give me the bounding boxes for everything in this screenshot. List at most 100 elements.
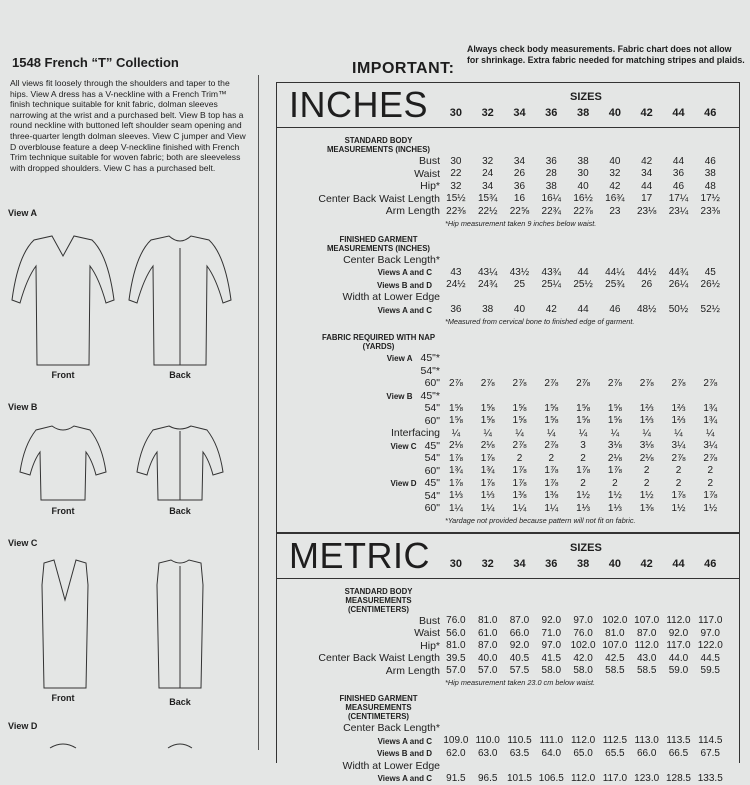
- row-label-cell: 54": [277, 490, 440, 502]
- cell-value: 44: [641, 180, 653, 192]
- cell-value: 87.0: [477, 640, 498, 652]
- cell-value: 1⅞: [703, 490, 718, 502]
- cell-value: 112.0: [634, 640, 659, 652]
- row-label: Hip*: [420, 639, 440, 652]
- cell-value: 110.0: [475, 735, 500, 747]
- view-name: View D: [390, 479, 417, 489]
- cell-value: 2⅞: [544, 440, 559, 452]
- table-row: 60" 2⅞ 2⅞ 2⅞ 2⅞ 2⅞ 2⅞ 2⅞ 2⅞ 2⅞: [277, 377, 739, 390]
- table-row: Center Back Waist Length 15½ 15¾ 16 16¼ 16½ 16…: [277, 193, 739, 206]
- cell-value: 46: [609, 304, 621, 316]
- row-label-cell: Interfacing: [277, 427, 440, 439]
- cell-value: 112.0: [666, 615, 691, 627]
- view-name: Views A and C: [377, 736, 432, 746]
- cell-value: 1⅞: [512, 465, 527, 477]
- cell-value: 43.0: [636, 652, 657, 664]
- cell-value: 123.0: [634, 772, 660, 784]
- size: 34: [513, 557, 526, 570]
- cell-value: 1¼: [512, 502, 527, 514]
- cell-value: 46: [672, 180, 685, 192]
- cell-value: 2⅞: [703, 377, 718, 389]
- cell-value: 2: [643, 465, 650, 477]
- chart-box: INCHES SIZES 30 32 34 36 38 40 42 44 46 STANDARD BO…: [276, 82, 740, 784]
- cell-value: 97.0: [700, 627, 720, 639]
- cell-value: 57.0: [477, 665, 498, 677]
- row-label-cell: Hip*: [277, 640, 440, 652]
- cell-value: 87.0: [636, 627, 657, 639]
- page: 1548 French “T” Collection All views fit…: [8, 44, 745, 784]
- table-row: 54" 1⅓ 1⅓ 1⅜ 1⅜ 1½ 1½ 1½ 1⅞ 1⅞: [277, 490, 739, 503]
- unit-heading: INCHES: [289, 84, 429, 125]
- cell-value: 36: [450, 304, 462, 316]
- row-label-cell: Views A and C: [277, 266, 440, 278]
- cell-value: 107.0: [602, 640, 628, 652]
- table-row: Interfacing ¼ ¼ ¼ ¼ ¼ ¼ ¼ ¼ ¼: [277, 427, 739, 440]
- cell-value: 40: [513, 304, 526, 316]
- row-label-cell: Center Back Waist Length: [277, 193, 440, 205]
- table-row: 60" 1¾ 1¾ 1⅞ 1⅞ 1⅞ 1⅞ 2 2 2: [277, 465, 739, 478]
- cell-value: 1¾: [703, 415, 718, 427]
- sizes-row: 30 32 34 36 38 40 42 44 46: [277, 107, 726, 120]
- cell-value: 1¼: [448, 502, 463, 514]
- cell-value: 48½: [636, 304, 657, 316]
- table-row: Hip* 32 34 36 38 40 42 44 46 48: [277, 180, 739, 193]
- cell-value: 34: [482, 180, 494, 192]
- cell-value: 111.0: [539, 735, 564, 747]
- row-label: 45": [424, 439, 440, 452]
- cell-value: 50½: [668, 304, 689, 316]
- cell-value: 1⅔: [671, 402, 686, 414]
- cell-value: 23⅛: [636, 205, 657, 217]
- view-caption: Front: [51, 693, 75, 703]
- view-caption: Front: [51, 506, 75, 516]
- cell-value: ¼: [547, 427, 556, 439]
- view-name: View A: [386, 354, 413, 364]
- cell-value: 2: [643, 477, 650, 489]
- cell-value: 2⅞: [512, 377, 527, 389]
- table-row: Bust 76.0 81.0 87.0 92.0 97.0 102.0 107.0 112.0 1…: [277, 615, 739, 628]
- cell-value: 40: [577, 180, 589, 192]
- cell-value: 81.0: [446, 640, 466, 652]
- cell-value: 1⅓: [576, 502, 591, 514]
- cell-value: 44: [577, 266, 589, 278]
- cell-value: 2: [675, 465, 682, 477]
- table-row: Views A and C 36 38 40 42 44 46 48½ 50½ 52½: [277, 304, 739, 317]
- cell-value: 25½: [573, 279, 593, 291]
- footnote: *Yardage not provided because pattern wi…: [445, 515, 636, 525]
- cell-value: 1¼: [480, 502, 495, 514]
- size: 32: [481, 557, 494, 570]
- view-name: Views B and D: [377, 749, 432, 759]
- table-row: Width at Lower Edge: [277, 291, 739, 304]
- cell-value: 3¼: [703, 440, 718, 452]
- row-label: 60": [424, 502, 440, 515]
- cell-value: 25¼: [541, 279, 562, 291]
- cell-value: 28: [545, 168, 557, 180]
- cell-value: 61.0: [477, 627, 498, 639]
- cell-value: 117.0: [602, 772, 628, 784]
- cell-value: 66.0: [636, 747, 657, 759]
- cell-value: 45: [704, 266, 716, 278]
- cell-value: ¼: [515, 427, 524, 439]
- cell-value: 2⅞: [607, 377, 622, 389]
- cell-value: 117.0: [666, 640, 691, 652]
- table-row: Center Back Waist Length 39.5 40.0 40.5 41.5…: [277, 652, 739, 665]
- table-row: Bust 30 32 34 36 38 40 42 44 46: [277, 155, 739, 168]
- size: 40: [608, 557, 621, 570]
- title: 1548 French “T” Collection: [12, 55, 179, 70]
- row-label: Hip*: [420, 180, 440, 193]
- cell-value: 110.5: [507, 735, 532, 747]
- section-title: FINISHED GARMENT MEASUREMENTS (CENTIMETE…: [339, 694, 418, 721]
- row-label: 54": [424, 402, 440, 415]
- cell-value: 44½: [636, 266, 657, 278]
- table-heading: METRIC SIZES 30 32 34 36 38 40 42 44 46: [277, 534, 739, 579]
- cell-value: 26: [513, 168, 526, 180]
- row-label-cell: 60": [277, 415, 440, 427]
- cell-value: 1¾: [703, 402, 718, 414]
- cell-value: 102.0: [602, 615, 628, 627]
- cell-value: 65.0: [573, 747, 593, 759]
- row-label: 54"*: [420, 364, 441, 377]
- cell-value: 2⅛: [639, 452, 654, 464]
- table-row: Waist 22 24 26 28 30 32 34 36 38: [277, 168, 739, 181]
- cell-value: 30: [577, 168, 589, 180]
- cell-value: 2: [612, 477, 618, 489]
- view-name: View B: [386, 391, 413, 401]
